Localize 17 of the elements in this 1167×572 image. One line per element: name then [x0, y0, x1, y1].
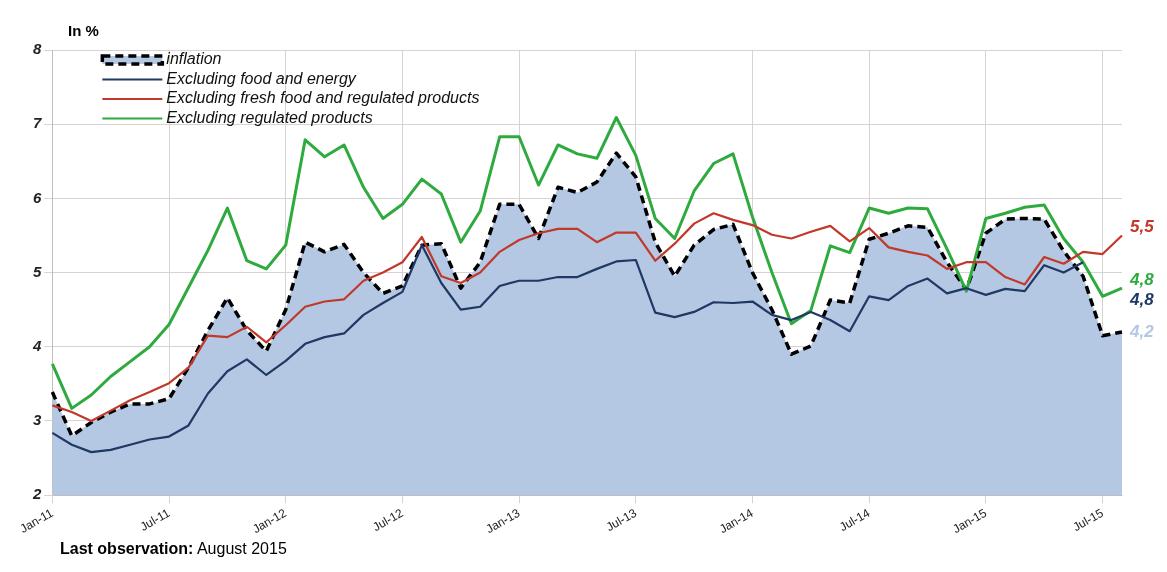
y-tick-label: 4 [32, 336, 42, 354]
legend-label: Excluding fresh food and regulated products [166, 89, 480, 107]
legend-label: Excluding food and energy [166, 69, 357, 87]
y-axis-title: In % [68, 22, 99, 39]
y-tick-label: 7 [33, 114, 42, 132]
legend-label: inflation [166, 50, 222, 68]
data-label: 4,8 [1129, 269, 1155, 289]
legend-label: Excluding regulated products [166, 108, 373, 126]
y-tick-label: 8 [33, 40, 42, 58]
y-tick-label: 6 [33, 188, 42, 206]
data-label: 4,2 [1129, 321, 1155, 341]
y-tick-label: 3 [33, 411, 42, 429]
text: 4,8 [1129, 289, 1155, 309]
text: Last observation: August 2015 [60, 540, 287, 558]
y-tick-label: 5 [33, 262, 42, 280]
y-tick-label: 2 [32, 485, 42, 503]
data-label: 5,5 [1130, 217, 1155, 237]
